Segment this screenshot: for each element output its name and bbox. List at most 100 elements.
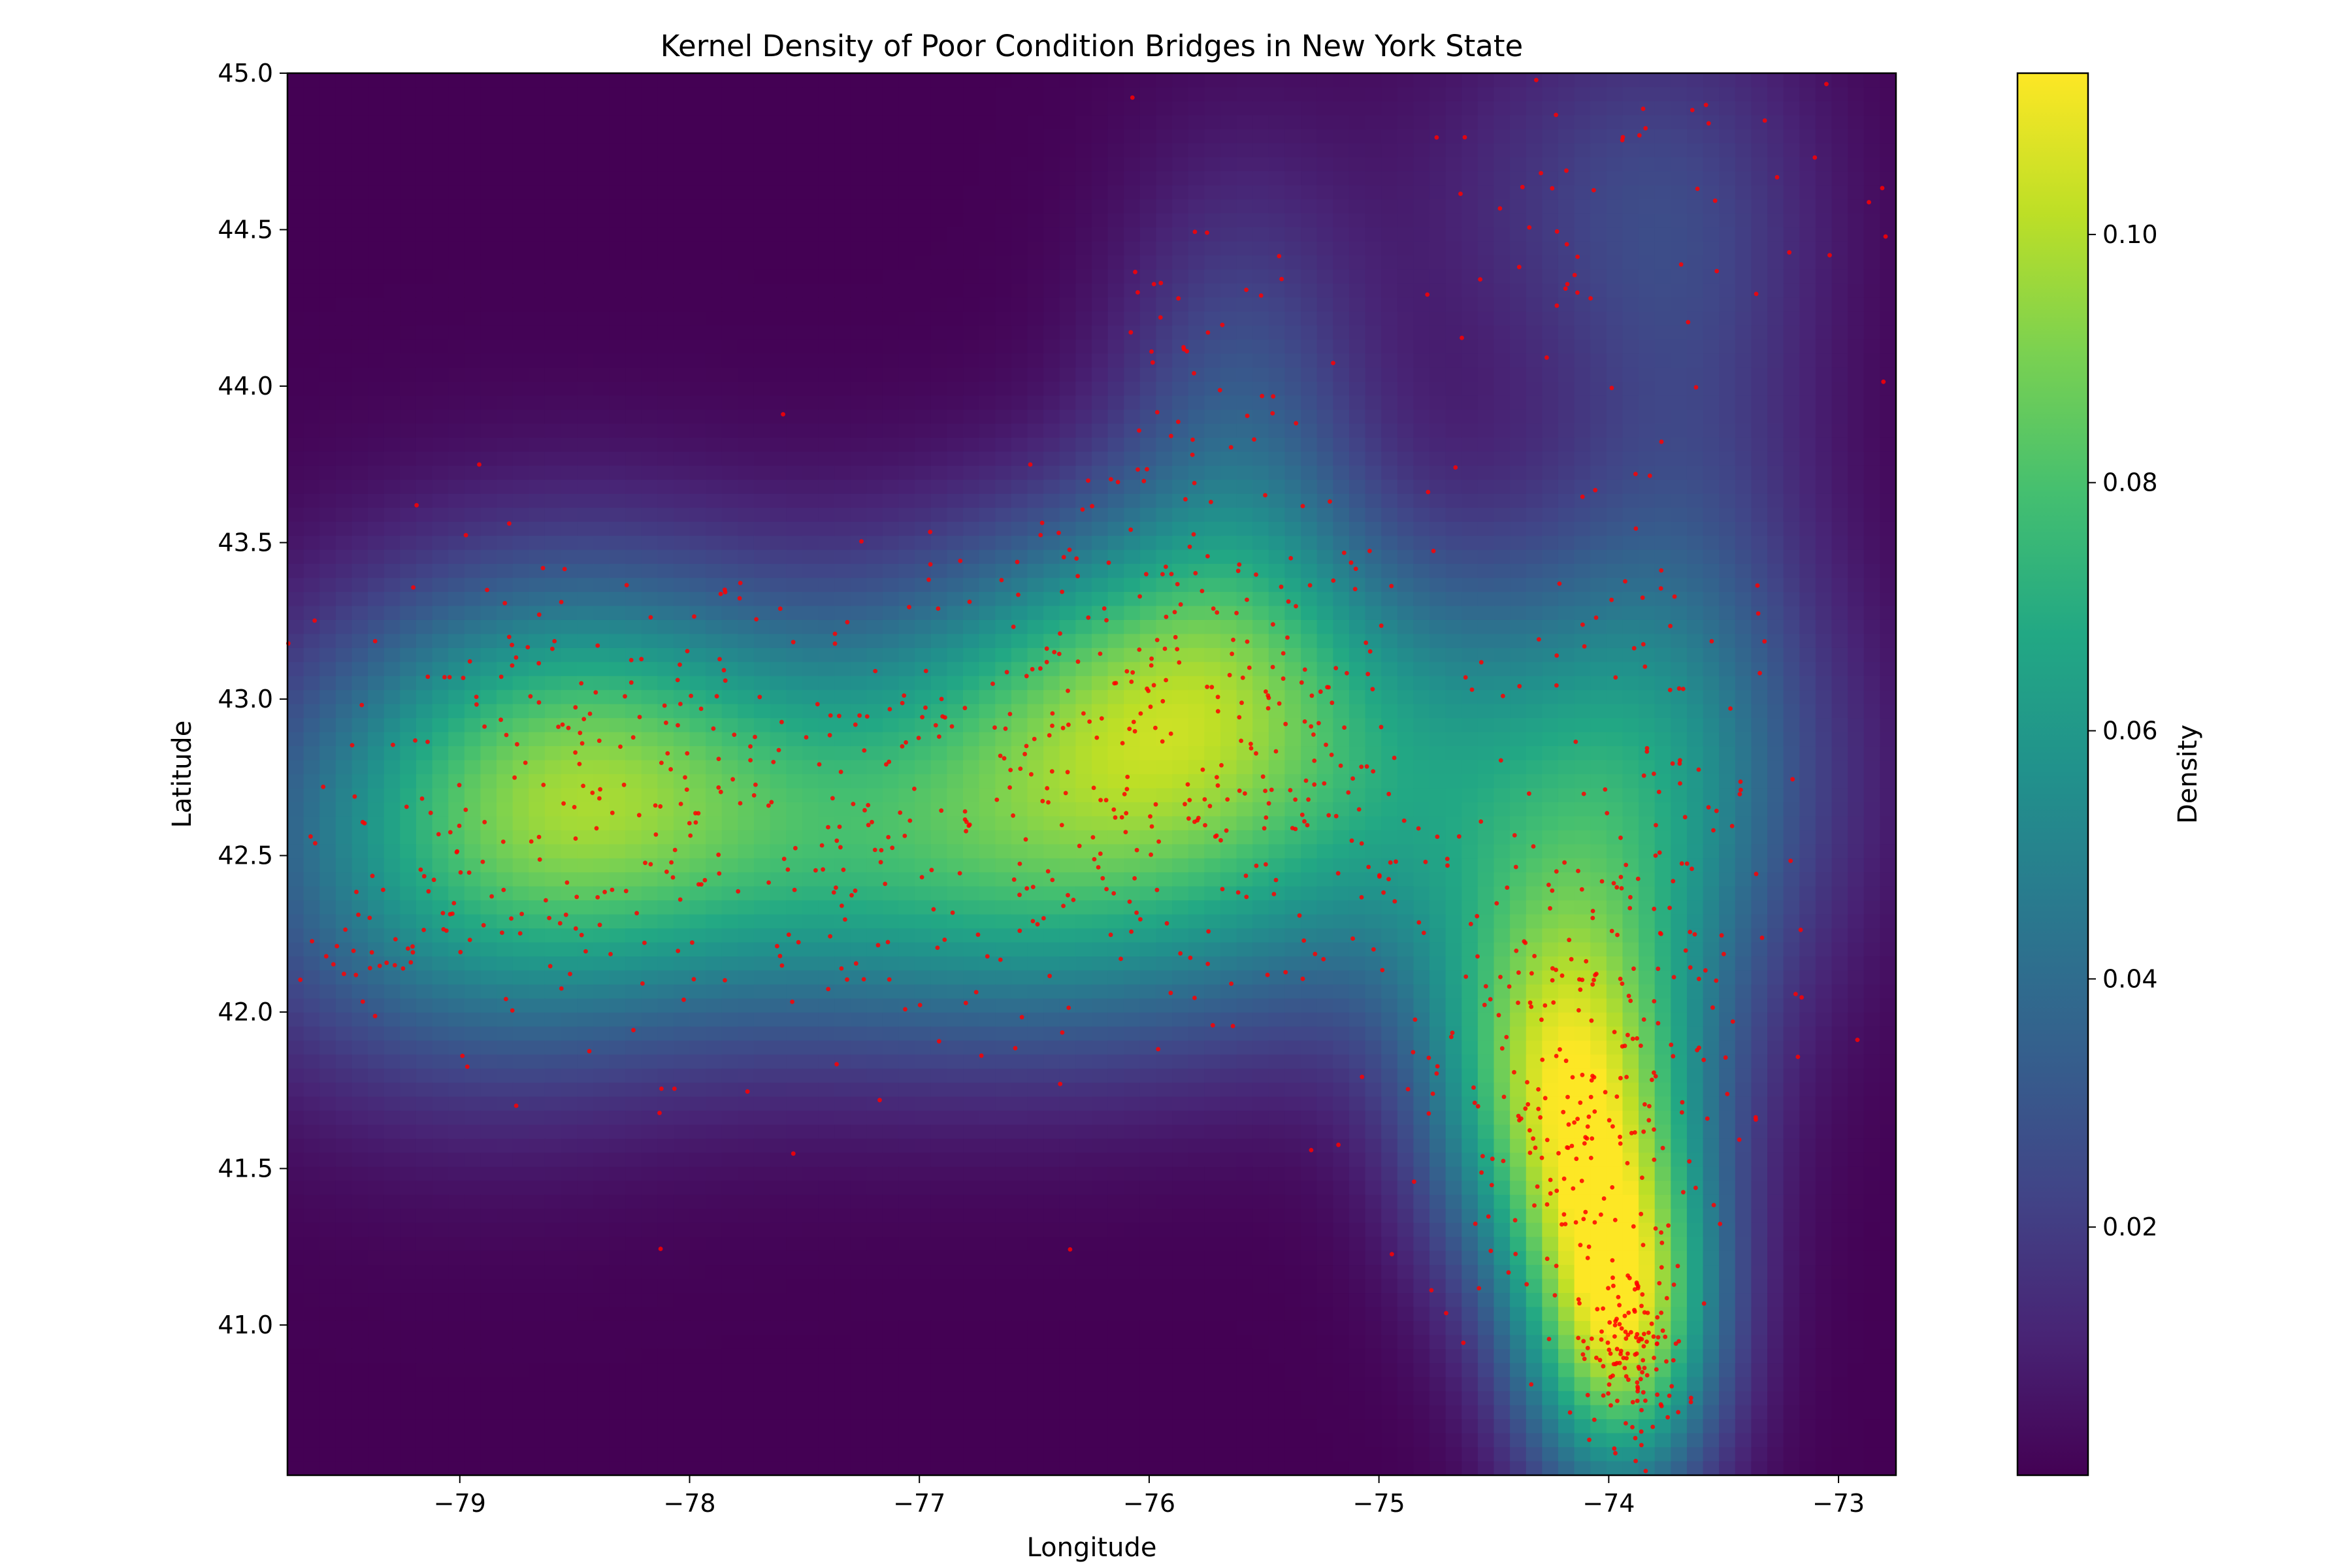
- heatmap-cell: [368, 732, 385, 747]
- heatmap-cell: [497, 157, 514, 172]
- heatmap-cell: [1188, 283, 1205, 298]
- heatmap-cell: [1397, 185, 1414, 200]
- heatmap-cell: [947, 536, 964, 551]
- heatmap-cell: [1107, 115, 1124, 130]
- heatmap-cell: [1301, 410, 1318, 425]
- heatmap-cell: [1735, 269, 1752, 284]
- heatmap-cell: [1365, 536, 1382, 551]
- heatmap-cell: [1011, 115, 1028, 130]
- heatmap-cell: [834, 269, 851, 284]
- heatmap-cell: [995, 718, 1012, 733]
- heatmap-cell: [1268, 746, 1286, 761]
- heatmap-cell: [416, 255, 433, 270]
- heatmap-cell: [673, 606, 691, 621]
- heatmap-cell: [1333, 227, 1350, 242]
- heatmap-cell: [1301, 647, 1318, 662]
- heatmap-cell: [1156, 480, 1173, 495]
- heatmap-cell: [641, 690, 658, 705]
- heatmap-cell: [303, 199, 320, 214]
- heatmap-cell: [706, 718, 723, 733]
- heatmap-cell: [1863, 143, 1880, 158]
- heatmap-cell: [1316, 465, 1333, 480]
- heatmap-cell: [1654, 227, 1671, 242]
- heatmap-cell: [448, 410, 465, 425]
- heatmap-cell: [1220, 325, 1237, 340]
- heatmap-cell: [834, 690, 851, 705]
- heatmap-cell: [384, 255, 400, 270]
- heatmap-cell: [1092, 465, 1109, 480]
- heatmap-cell: [625, 311, 642, 326]
- heatmap-cell: [512, 241, 529, 256]
- heatmap-cell: [529, 549, 546, 564]
- heatmap-cell: [1333, 410, 1350, 425]
- heatmap-cell: [1477, 410, 1495, 425]
- heatmap-cell: [1558, 746, 1575, 761]
- heatmap-cell: [480, 647, 497, 662]
- heatmap-cell: [1075, 171, 1092, 186]
- heatmap-cell: [834, 704, 851, 719]
- heatmap-cell: [1445, 451, 1462, 466]
- heatmap-cell: [930, 143, 948, 158]
- heatmap-cell: [834, 171, 851, 186]
- heatmap-cell: [1043, 157, 1060, 172]
- heatmap-cell: [1751, 157, 1768, 172]
- heatmap-cell: [1831, 213, 1848, 228]
- heatmap-cell: [544, 115, 562, 130]
- heatmap-cell: [464, 241, 482, 256]
- heatmap-cell: [1333, 213, 1350, 228]
- heatmap-cell: [1622, 227, 1639, 242]
- heatmap-cell: [448, 480, 465, 495]
- heatmap-cell: [351, 353, 368, 368]
- heatmap-cell: [1172, 704, 1189, 719]
- heatmap-cell: [641, 536, 658, 551]
- heatmap-cell: [1639, 410, 1656, 425]
- heatmap-cell: [1107, 199, 1124, 214]
- heatmap-cell: [1204, 325, 1221, 340]
- heatmap-cell: [1301, 157, 1318, 172]
- heatmap-cell: [1204, 704, 1221, 719]
- heatmap-cell: [577, 325, 594, 340]
- heatmap-cell: [689, 480, 706, 495]
- heatmap-cell: [1751, 619, 1768, 634]
- heatmap-cell: [834, 647, 851, 662]
- heatmap-cell: [1236, 521, 1253, 536]
- heatmap-cell: [1156, 592, 1173, 607]
- heatmap-cell: [673, 255, 691, 270]
- heatmap-cell: [1671, 255, 1688, 270]
- heatmap-cell: [738, 451, 755, 466]
- heatmap-cell: [1107, 269, 1124, 284]
- heatmap-cell: [1204, 171, 1221, 186]
- heatmap-cell: [1397, 493, 1414, 508]
- heatmap-cell: [850, 129, 867, 144]
- heatmap-cell: [1686, 199, 1704, 214]
- heatmap-cell: [1445, 508, 1462, 523]
- heatmap-cell: [384, 746, 400, 761]
- heatmap-cell: [384, 283, 400, 298]
- heatmap-cell: [898, 480, 915, 495]
- heatmap-cell: [1622, 171, 1639, 186]
- heatmap-cell: [1075, 213, 1092, 228]
- heatmap-cell: [1863, 87, 1880, 102]
- heatmap-cell: [1719, 690, 1736, 705]
- heatmap-cell: [1188, 171, 1205, 186]
- heatmap-cell: [930, 606, 948, 621]
- heatmap-cell: [1703, 676, 1720, 691]
- heatmap-cell: [930, 508, 948, 523]
- heatmap-cell: [464, 732, 482, 747]
- heatmap-cell: [1686, 508, 1704, 523]
- heatmap-cell: [1622, 241, 1639, 256]
- heatmap-cell: [1799, 578, 1816, 593]
- heatmap-cell: [1236, 578, 1253, 593]
- heatmap-cell: [1880, 199, 1897, 214]
- heatmap-cell: [529, 297, 546, 312]
- heatmap-cell: [1606, 760, 1624, 775]
- heatmap-cell: [416, 395, 433, 410]
- heatmap-cell: [1188, 647, 1205, 662]
- heatmap-cell: [1542, 101, 1559, 116]
- heatmap-cell: [1622, 592, 1639, 607]
- heatmap-cell: [1815, 269, 1833, 284]
- heatmap-cell: [1365, 619, 1382, 634]
- heatmap-cell: [1059, 437, 1076, 453]
- heatmap-cell: [287, 115, 304, 130]
- heatmap-cell: [1494, 746, 1511, 761]
